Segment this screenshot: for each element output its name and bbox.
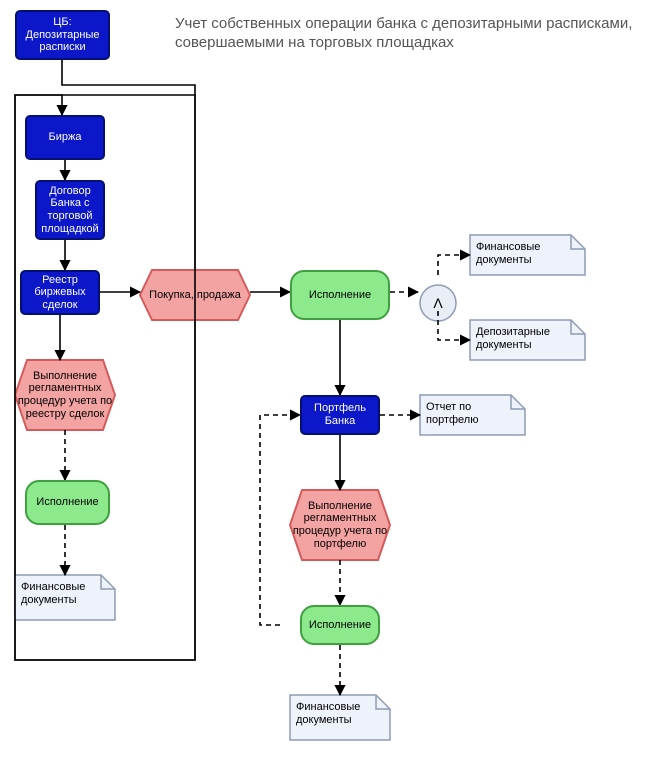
node-vypoln1: Выполнение регламентных процедур учета п… bbox=[15, 360, 115, 430]
node-dogovor: Договор Банка с торговой площадкой bbox=[35, 180, 105, 240]
node-birzha: Биржа bbox=[25, 115, 105, 160]
node-ispoln3: Исполнение bbox=[300, 605, 380, 645]
svg-text:Λ: Λ bbox=[433, 295, 443, 311]
diagram-title: Учет собственных операции банка с депози… bbox=[175, 15, 635, 53]
node-findoc2: Финансовые документы bbox=[21, 581, 109, 606]
node-portfel: Портфель Банка bbox=[300, 395, 380, 435]
node-reestr: Реестр биржевых сделок bbox=[20, 270, 100, 315]
node-cb: ЦБ: Депозитарные расписки bbox=[15, 10, 110, 60]
node-vypoln2: Выполнение регламентных процедур учета п… bbox=[290, 490, 390, 560]
node-findoc1: Финансовые документы bbox=[476, 241, 579, 266]
node-depdoc: Депозитарные документы bbox=[476, 326, 579, 351]
node-ispoln2: Исполнение bbox=[25, 480, 110, 525]
diagram-canvas: Учет собственных операции банка с депози… bbox=[0, 0, 650, 764]
node-pokupka: Покупка, продажа bbox=[140, 270, 250, 320]
node-findoc3: Финансовые документы bbox=[296, 701, 384, 726]
node-otchet: Отчет по портфелю bbox=[426, 401, 519, 426]
node-ispoln1: Исполнение bbox=[290, 270, 390, 320]
